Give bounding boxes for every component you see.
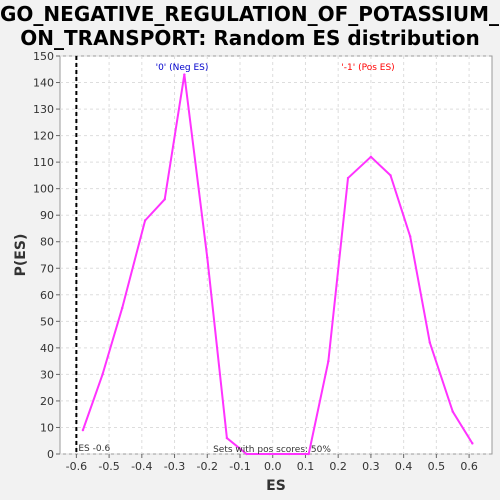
- y-tick-label: 90: [40, 209, 54, 222]
- plot-background: [59, 55, 493, 455]
- x-tick-label: 0.3: [362, 460, 380, 473]
- es-marker-label: ES -0.6: [78, 444, 110, 454]
- data-point: [389, 174, 392, 177]
- data-point: [225, 436, 229, 440]
- pos-scores-label: Sets with pos scores: 50%: [213, 445, 331, 455]
- y-tick-label: 110: [33, 156, 54, 169]
- y-tick-label: 80: [40, 236, 54, 249]
- data-point: [287, 452, 291, 456]
- data-point: [346, 176, 350, 180]
- y-axis-ticks: 0 10 20 30 40 50 60 70 80 90 100 110 120 130 140 150: [33, 50, 60, 461]
- series-line: [81, 73, 474, 455]
- y-tick-label: 40: [40, 342, 54, 355]
- y-tick-label: 20: [40, 395, 54, 408]
- data-point: [408, 235, 412, 238]
- data-point: [163, 198, 166, 201]
- x-tick-label: -0.4: [131, 460, 152, 473]
- x-tick-label: 0.4: [395, 460, 413, 473]
- data-point: [245, 452, 248, 456]
- x-tick-label: -0.3: [164, 460, 185, 473]
- x-axis-label: ES: [266, 478, 286, 494]
- x-tick-label: 0.1: [297, 460, 315, 473]
- data-point: [183, 73, 186, 76]
- data-point: [327, 359, 330, 363]
- y-tick-label: 70: [40, 262, 54, 275]
- y-tick-label: 30: [40, 368, 54, 381]
- y-tick-label: 50: [40, 315, 54, 328]
- y-tick-label: 120: [33, 130, 54, 143]
- chart-title: GO_NEGATIVE_REGULATION_OF_POTASSIUM_I ON…: [0, 2, 500, 50]
- neg-es-label: '0' (Neg ES): [156, 63, 209, 73]
- x-tick-label: -0.6: [66, 460, 87, 473]
- pos-es-label: '-1' (Pos ES): [341, 63, 394, 73]
- x-tick-label: -0.5: [98, 460, 119, 473]
- data-point: [268, 452, 271, 456]
- y-tick-label: 60: [40, 289, 54, 302]
- data-point: [101, 373, 104, 376]
- data-point: [120, 306, 124, 310]
- series-layer: [81, 73, 474, 456]
- y-tick-label: 0: [47, 448, 54, 461]
- y-tick-label: 10: [40, 421, 54, 434]
- y-tick-label: 140: [33, 77, 54, 90]
- es-marker-layer: ES -0.6: [75, 56, 110, 454]
- data-point: [307, 452, 310, 456]
- x-tick-label: -0.2: [197, 460, 218, 473]
- data-point: [428, 341, 432, 344]
- data-point: [471, 442, 474, 445]
- chart-title-line-2: ON_TRANSPORT: Random ES distribution: [20, 26, 480, 50]
- x-tick-label: 0.0: [264, 460, 282, 473]
- data-point: [143, 219, 147, 222]
- y-tick-label: 150: [33, 50, 54, 63]
- data-point: [81, 428, 85, 432]
- data-point: [451, 410, 454, 413]
- y-tick-label: 100: [33, 183, 54, 196]
- x-tick-label: -0.1: [229, 460, 250, 473]
- data-point: [369, 155, 373, 159]
- x-tick-label: 0.5: [428, 460, 446, 473]
- data-point: [206, 256, 209, 259]
- x-tick-label: 0.6: [460, 460, 478, 473]
- x-axis-ticks: -0.6 -0.5 -0.4 -0.3 -0.2 -0.1 0.0 0.1 0.2 0.3 0.4 0…: [66, 454, 478, 473]
- y-tick-label: 130: [33, 103, 54, 116]
- annotation-layer: '0' (Neg ES) '-1' (Pos ES) Sets with pos s…: [156, 63, 395, 455]
- x-tick-label: 0.2: [329, 460, 347, 473]
- y-axis-label: P(ES): [13, 234, 29, 277]
- chart-title-line-1: GO_NEGATIVE_REGULATION_OF_POTASSIUM_I: [0, 2, 500, 26]
